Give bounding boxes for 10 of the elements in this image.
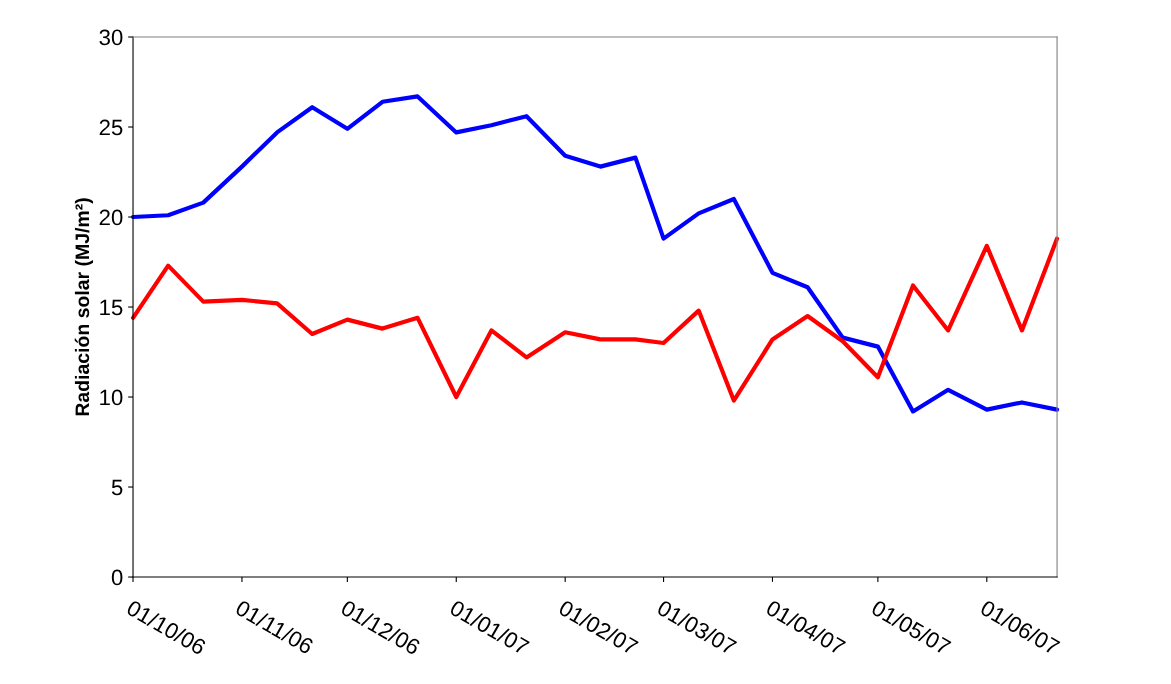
y-tick-label: 10 xyxy=(100,389,123,406)
y-tick-label: 30 xyxy=(99,29,123,46)
line-series xyxy=(130,94,1060,414)
y-tick-label: 25 xyxy=(99,119,123,136)
y-tick-label: 0 xyxy=(111,569,123,586)
y-tick-label: 20 xyxy=(99,209,123,226)
y-tick-label: 15 xyxy=(100,299,123,316)
line-series xyxy=(130,236,1060,403)
y-axis-title: Radiación solar (MJ/m²) xyxy=(74,198,94,416)
y-tick-label: 5 xyxy=(111,479,123,496)
